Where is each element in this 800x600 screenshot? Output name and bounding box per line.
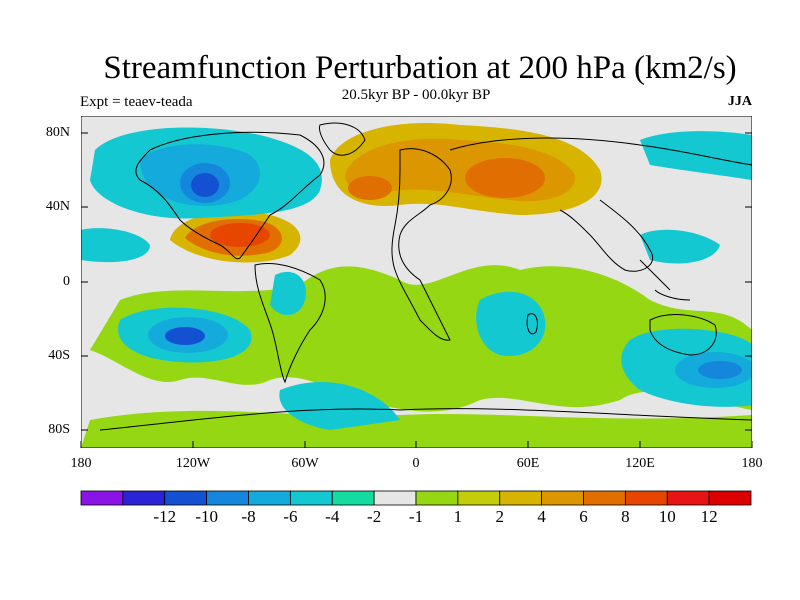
east-asia-low [640,229,720,264]
south-america-low [270,271,306,316]
lon-label-60w: 60W [291,456,319,471]
colorbar-label: 8 [621,507,630,526]
coast-greenland [319,122,366,156]
colorbar-swatch [80,490,124,506]
indian-ocean-ring [476,291,546,356]
australia-low-core [698,361,742,379]
colorbar-swatch [624,490,668,506]
colorbar-label: 4 [537,507,546,526]
colorbar-label: 2 [495,507,505,526]
colorbar-swatch [373,490,417,506]
lat-label-40n: 40N [45,199,70,214]
colorbar-swatch [415,490,459,506]
colorbar-label: 10 [658,507,676,526]
colorbar-swatch [206,490,249,506]
lon-label-180w: 180 [70,456,92,471]
coast-antarctica [99,408,752,431]
season-label: JJA [727,94,752,109]
colorbar-swatch [583,490,626,506]
north-america-low-center [191,173,219,197]
positive-band-low [90,265,752,412]
colorbar-swatch [289,490,333,506]
map-title: Streamfunction Perturbation at 200 hPa (… [103,50,737,86]
coast-south-america [254,262,326,384]
lat-label-eq: 0 [63,274,70,289]
colorbar-swatch [457,490,501,506]
colorbar-swatch [164,490,208,506]
coast-australia [649,314,717,356]
coast-madagascar [526,313,538,335]
colorbar-label: -6 [283,507,298,526]
lat-label-80n: 80N [45,125,70,140]
colorbar-swatch [331,490,375,506]
lon-label-180e: 180 [741,456,763,471]
colorbar-swatch [541,490,584,506]
south-pacific-low-core [165,327,205,345]
colorbar-label: -10 [195,507,218,526]
lon-label-0: 0 [412,456,420,471]
colorbar-label: 6 [579,507,588,526]
positive-band-south [81,410,752,448]
axis-ticks [80,132,753,448]
colorbar-label: -1 [408,507,424,526]
contour-field [81,116,752,448]
colorbar-swatch [248,490,291,506]
caribbean-high-core [210,223,270,247]
coast-southeast-asia [639,259,691,301]
colorbar-label: -4 [325,507,340,526]
experiment-label: Expt = teaev-teada [80,94,193,110]
colorbar-label: 12 [700,507,718,526]
colorbar-label: -2 [367,507,382,526]
coast-europe-africa [391,148,452,341]
colorbar-swatch [708,490,752,506]
colorbar-swatch [499,490,543,506]
pacific-low-west [81,228,150,263]
lat-label-80s: 80S [48,422,70,437]
colorbar-swatch [122,490,166,506]
lat-label-40s: 40S [48,348,70,363]
colorbar-label: -8 [241,507,256,526]
colorbar-label: 1 [453,507,463,526]
eurasia-high-core-east [465,158,545,198]
colorbar-swatch [666,490,710,506]
coastlines [99,122,752,431]
colorbar [80,490,752,506]
south-atlantic-low [279,381,400,430]
lon-label-120e: 120E [625,456,655,471]
map-subtitle: 20.5kyr BP - 00.0kyr BP [341,87,491,103]
eurasia-high-core-west [348,176,392,200]
lon-label-120w: 120W [175,456,211,471]
lon-label-60e: 60E [516,456,540,471]
colorbar-label: -12 [153,507,177,526]
coast-north-america [135,131,325,260]
arctic-low-east [640,131,752,180]
coast-eurasia [449,137,752,272]
